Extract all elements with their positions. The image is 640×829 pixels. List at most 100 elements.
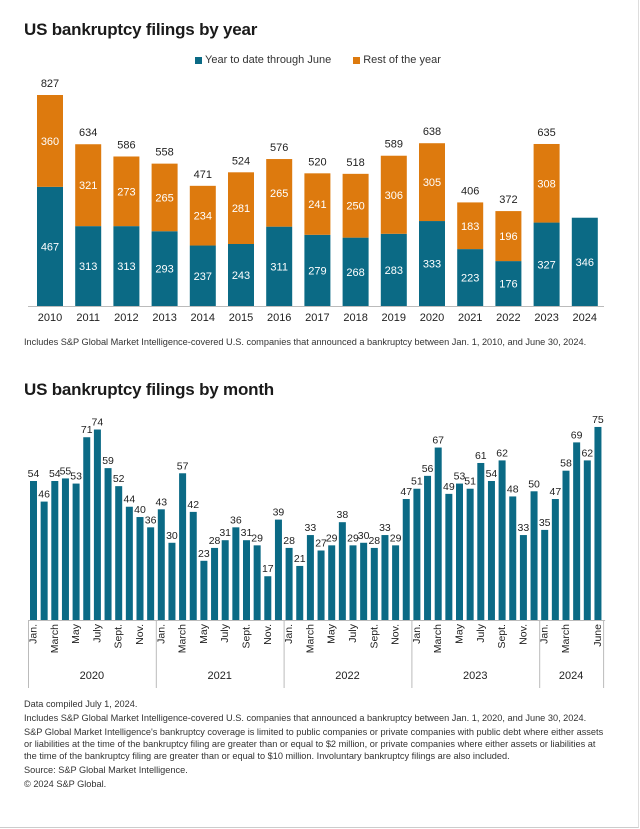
bar-month-32 [370,547,378,620]
year-chart: 467 360 827 2010 313 321 634 2011 313 273 586 2012 2… [28,78,604,324]
month-tick-2022-8: Sept. [368,624,380,649]
bar-month-29 [338,522,346,620]
bar-ytd-2016 [266,226,293,306]
label-month-39: 49 [443,481,455,493]
bar-month-12 [157,509,165,620]
bar-month-40 [456,483,463,620]
bar-month-23 [274,519,282,620]
label-rest-2017: 241 [308,199,326,211]
label-month-11: 36 [145,514,157,526]
label-month-1: 46 [38,489,50,501]
month-tick-2020-4: May [70,623,82,644]
tick-label-2011: 2011 [76,312,100,324]
bar-month-34 [392,545,400,620]
bar-month-41 [466,488,474,620]
bar-month-30 [349,545,357,620]
label-month-21: 29 [251,532,263,544]
year-chart-legend: Year to date through June Rest of the ye… [195,54,441,66]
bar-month-0 [30,481,37,620]
bar-rest-2018 [342,173,369,238]
label-month-49: 47 [550,486,562,498]
bar-rest-2020 [419,143,445,222]
legend-item-ytd: Year to date through June [195,54,331,66]
label-month-23: 39 [273,507,285,519]
tick-label-2024: 2024 [573,312,597,324]
label-month-40: 53 [454,471,466,483]
tick-label-2014: 2014 [191,312,215,324]
bar-month-4 [72,483,80,620]
bar-month-47 [530,491,538,620]
year-chart-note: Includes S&P Global Market Intelligence-… [24,337,587,347]
bar-month-21 [253,545,261,620]
bar-ytd-2017 [304,234,331,306]
bar-ytd-2020 [419,221,445,306]
bar-rest-2014 [189,185,216,246]
bar-month-27 [317,550,325,620]
label-rest-2014: 234 [194,211,212,223]
label-rest-2013: 265 [155,192,173,204]
bar-month-24 [285,547,293,620]
label-month-29: 38 [337,509,349,521]
label-month-20: 31 [241,527,253,539]
month-tick-2021-4: May [198,623,210,644]
bar-month-49 [551,499,559,620]
bar-ytd-2021 [457,249,484,306]
label-ytd-2010: 467 [41,241,59,253]
bar-rest-2016 [266,159,293,227]
month-tick-2021-0: Jan. [155,624,167,644]
bar-month-33 [381,535,389,620]
year-chart-title: US bankruptcy filings by year [24,20,258,39]
bar-month-53 [594,426,602,620]
legend-label-ytd: Year to date through June [205,54,332,66]
label-ytd-2011: 313 [79,261,97,273]
label-month-8: 52 [113,473,125,485]
bar-ytd-2014 [189,245,216,306]
bar-ytd-2018 [342,237,369,306]
label-rest-2015: 281 [232,203,250,215]
label-month-27: 27 [315,538,327,550]
label-rest-2010: 360 [41,136,59,148]
label-month-16: 23 [198,548,210,560]
label-ytd-2013: 293 [155,264,173,276]
label-month-44: 62 [496,447,508,459]
bar-month-43 [487,481,495,620]
month-tick-2023-2: March [432,624,444,653]
label-month-26: 33 [305,522,317,534]
label-month-7: 59 [102,455,114,467]
month-chart-title: US bankruptcy filings by month [24,380,274,399]
tick-label-2017: 2017 [305,312,329,324]
bar-month-45 [509,496,517,620]
year-label-2022: 2022 [335,670,359,682]
label-month-18: 31 [219,527,231,539]
label-total-2013: 558 [155,147,173,159]
month-tick-2024-5: June [592,624,604,647]
bar-rest-2022 [495,211,522,262]
tick-label-2022: 2022 [496,312,520,324]
label-rest-2018: 250 [346,201,364,213]
footer-includes: Includes S&P Global Market Intelligence-… [24,713,587,723]
label-ytd-2019: 283 [385,265,403,277]
bar-month-6 [93,429,101,620]
tick-label-2019: 2019 [382,312,406,324]
label-month-10: 40 [134,504,146,516]
bar-ytd-2010 [37,186,63,306]
month-tick-2023-0: Jan. [411,624,423,644]
year-label-2020: 2020 [80,670,104,682]
month-tick-2020-6: July [91,623,103,642]
month-tick-2022-4: May [326,623,338,644]
label-month-4: 53 [70,471,82,483]
bar-month-46 [519,535,527,620]
bar-month-2 [51,481,59,620]
legend-label-rest: Rest of the year [363,54,441,66]
label-month-3: 55 [60,465,72,477]
bar-month-7 [104,468,112,620]
label-ytd-2018: 268 [346,267,364,279]
label-month-32: 28 [368,535,380,547]
month-tick-2023-4: May [454,623,466,644]
label-ytd-2024: 346 [576,257,594,269]
bar-rest-2013 [151,163,178,232]
year-label-2024: 2024 [559,670,583,682]
label-total-2022: 372 [499,194,517,206]
label-month-22: 17 [262,563,274,575]
